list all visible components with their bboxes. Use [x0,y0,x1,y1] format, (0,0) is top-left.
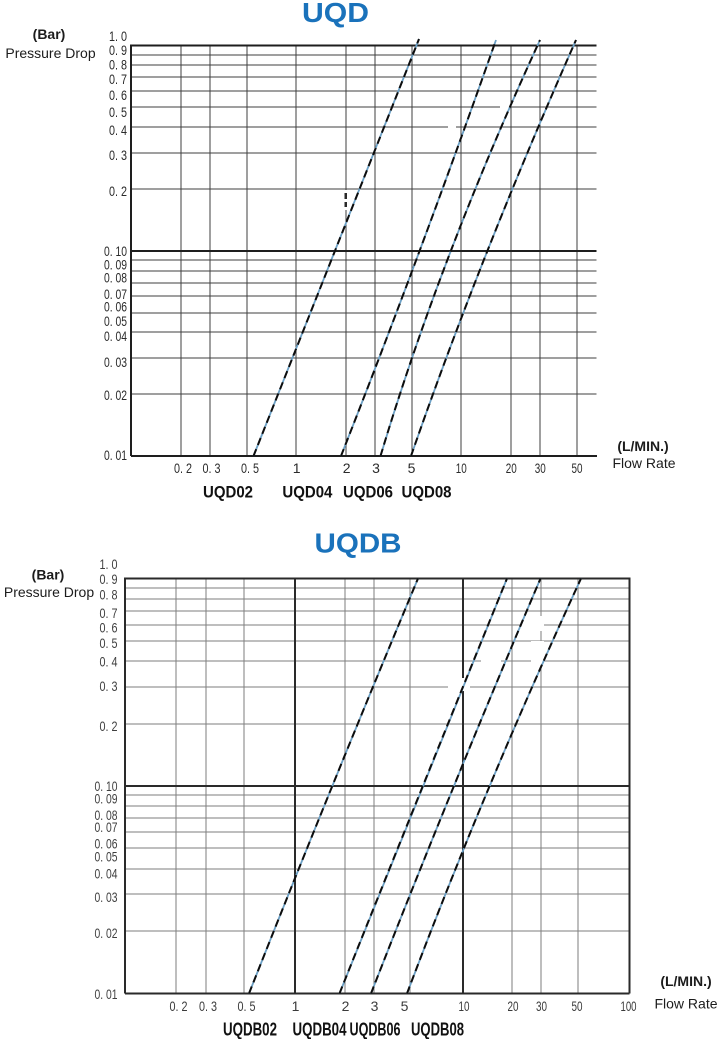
svg-text:0. 3: 0. 3 [203,460,221,476]
svg-text:0. 7: 0. 7 [100,605,118,621]
svg-text:0. 06: 0. 06 [104,299,127,315]
svg-text:1: 1 [292,998,300,1014]
svg-text:0. 4: 0. 4 [100,654,118,670]
svg-text:UQDB02: UQDB02 [223,1020,277,1039]
svg-text:0. 09: 0. 09 [104,257,127,273]
svg-text:0. 02: 0. 02 [104,387,127,403]
svg-text:0. 6: 0. 6 [109,87,127,103]
svg-text:0. 08: 0. 08 [95,807,118,823]
svg-text:30: 30 [536,998,547,1014]
svg-text:0. 03: 0. 03 [95,889,118,905]
svg-text:(Bar): (Bar) [32,567,65,583]
svg-text:0. 5: 0. 5 [241,460,259,476]
svg-text:0. 3: 0. 3 [199,998,217,1014]
svg-text:50: 50 [572,460,583,476]
svg-text:2: 2 [342,998,350,1014]
svg-text:0. 04: 0. 04 [95,866,118,882]
svg-text:3: 3 [372,460,380,476]
svg-text:0. 07: 0. 07 [95,819,118,835]
svg-text:Flow Rate: Flow Rate [654,996,717,1012]
svg-text:Pressure Drop: Pressure Drop [5,45,95,61]
svg-text:3: 3 [371,998,379,1014]
svg-text:0. 03: 0. 03 [104,354,127,370]
svg-text:0. 5: 0. 5 [100,635,118,651]
svg-text:0. 9: 0. 9 [100,571,118,587]
svg-text:0. 2: 0. 2 [170,998,188,1014]
svg-text:0. 01: 0. 01 [104,447,127,463]
svg-text:0. 7: 0. 7 [109,71,127,87]
svg-text:5: 5 [401,998,409,1014]
svg-text:10: 10 [456,460,467,476]
svg-text:0. 8: 0. 8 [109,57,127,73]
svg-text:20: 20 [506,460,517,476]
svg-text:50: 50 [572,998,583,1014]
svg-text:UQDB04: UQDB04 [293,1020,347,1039]
svg-text:UQDB08: UQDB08 [411,1020,464,1039]
svg-text:0. 4: 0. 4 [109,122,127,138]
svg-text:0. 08: 0. 08 [104,270,127,286]
svg-text:0. 05: 0. 05 [95,849,118,865]
svg-text:Pressure Drop: Pressure Drop [4,584,94,600]
svg-text:UQD08: UQD08 [402,484,452,502]
svg-text:20: 20 [508,998,519,1014]
svg-text:0. 07: 0. 07 [104,286,127,302]
svg-text:0. 3: 0. 3 [109,147,127,163]
svg-text:UQD06: UQD06 [343,484,393,502]
svg-text:UQDB: UQDB [315,528,402,559]
svg-text:0. 5: 0. 5 [109,104,127,120]
svg-text:0. 6: 0. 6 [100,620,118,636]
svg-text:0. 10: 0. 10 [95,778,118,794]
svg-text:UQD04: UQD04 [282,484,333,502]
svg-text:UQD02: UQD02 [203,484,253,502]
svg-text:0. 8: 0. 8 [100,587,118,603]
svg-text:(L/MIN.): (L/MIN.) [660,973,711,989]
svg-text:5: 5 [408,460,416,476]
svg-text:0. 5: 0. 5 [238,998,256,1014]
svg-text:2: 2 [343,460,351,476]
svg-text:(Bar): (Bar) [33,26,66,42]
svg-text:30: 30 [535,460,546,476]
svg-text:Flow Rate: Flow Rate [612,455,675,471]
svg-text:1. 0: 1. 0 [109,28,127,44]
svg-text:1. 0: 1. 0 [100,556,118,572]
svg-text:0. 3: 0. 3 [100,678,118,694]
svg-text:0. 2: 0. 2 [174,460,192,476]
svg-text:0. 2: 0. 2 [100,718,118,734]
svg-text:10: 10 [459,998,470,1014]
svg-text:UQD: UQD [302,0,369,28]
svg-text:UQDB06: UQDB06 [350,1020,401,1039]
svg-text:0. 09: 0. 09 [95,791,118,807]
svg-text:100: 100 [621,998,637,1014]
svg-text:0. 04: 0. 04 [104,328,127,344]
svg-text:(L/MIN.): (L/MIN.) [617,438,668,454]
svg-text:0. 05: 0. 05 [104,313,127,329]
svg-text:0. 10: 0. 10 [104,243,127,259]
svg-text:0. 9: 0. 9 [109,42,127,58]
svg-text:0. 01: 0. 01 [95,986,118,1002]
svg-text:0. 02: 0. 02 [95,925,118,941]
svg-text:1: 1 [293,460,301,476]
svg-text:0. 2: 0. 2 [109,183,127,199]
svg-text:0. 06: 0. 06 [95,836,118,852]
